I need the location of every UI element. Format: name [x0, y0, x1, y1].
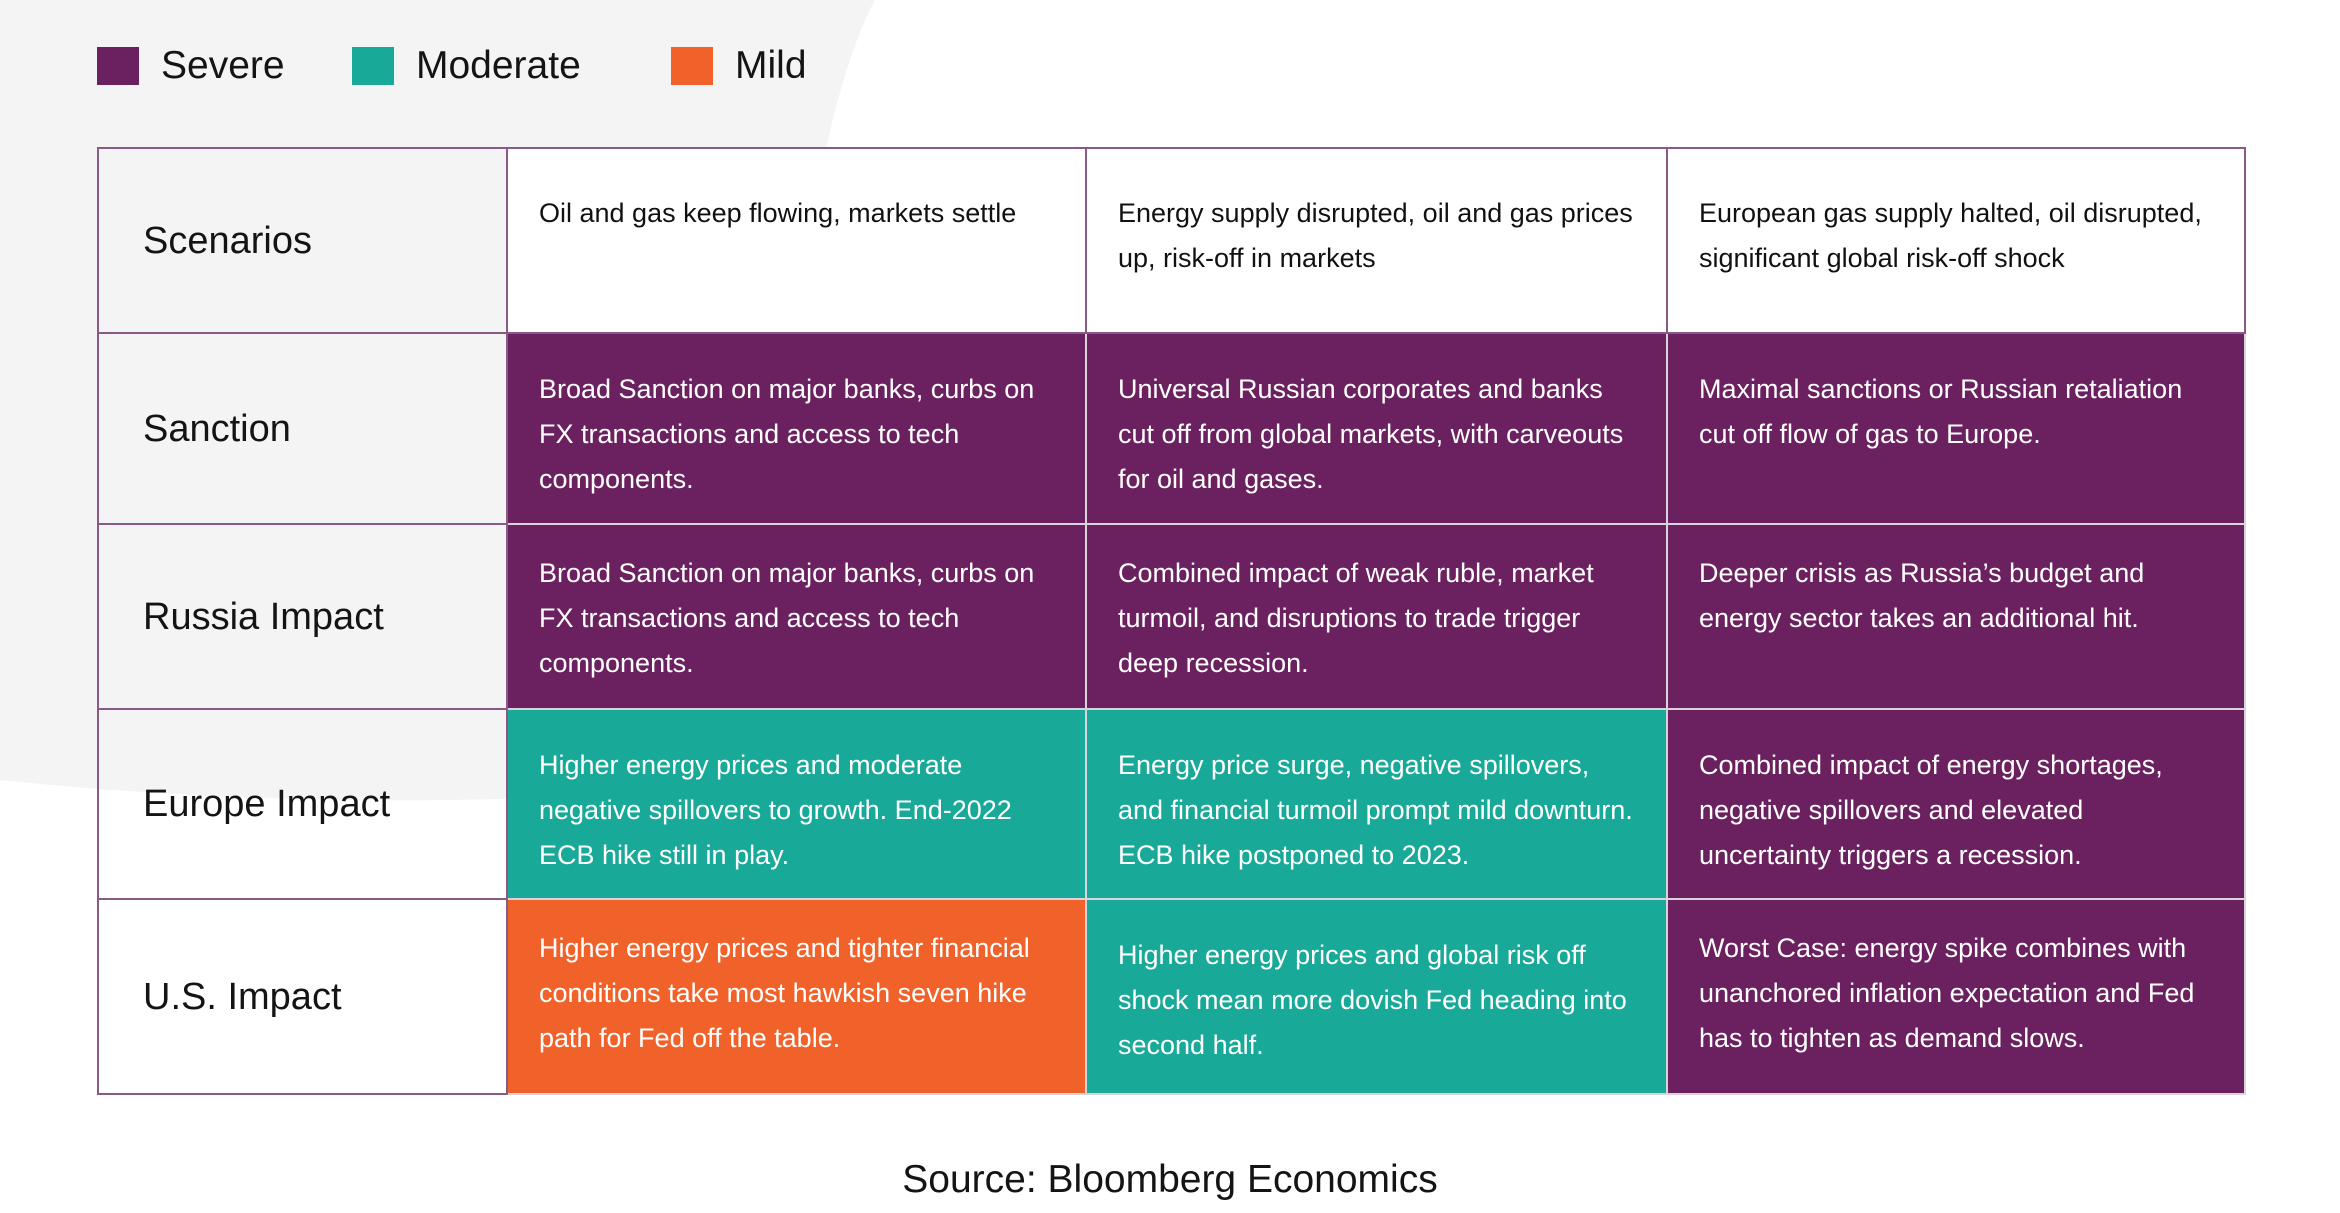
header-scenarios-label: Scenarios: [97, 147, 508, 334]
scenario-table: Scenarios Oil and gas keep flowing, mark…: [97, 147, 2246, 1095]
row-label-sanction: Sanction: [97, 334, 508, 525]
legend-item-mild: Mild: [671, 38, 807, 94]
sanction-cell-2: Universal Russian corporates and banks c…: [1087, 334, 1668, 525]
russia-impact-cell-2: Combined impact of weak ruble, market tu…: [1087, 525, 1668, 710]
source-note: Source: Bloomberg Economics: [902, 1158, 1438, 1201]
europe-impact-cell-2: Energy price surge, negative spillovers,…: [1087, 710, 1668, 900]
legend-label-severe: Severe: [161, 44, 285, 87]
legend-item-moderate: Moderate: [352, 38, 581, 94]
header-scenario-2: Energy supply disrupted, oil and gas pri…: [1087, 147, 1668, 334]
russia-impact-cell-3: Deeper crisis as Russia’s budget and ene…: [1668, 525, 2246, 710]
russia-impact-cell-1: Broad Sanction on major banks, curbs on …: [508, 525, 1087, 710]
legend-swatch-severe: [97, 47, 139, 85]
us-impact-cell-2: Higher energy prices and global risk off…: [1087, 900, 1668, 1095]
legend-swatch-moderate: [352, 47, 394, 85]
row-label-us-impact: U.S. Impact: [97, 900, 508, 1095]
sanction-cell-1: Broad Sanction on major banks, curbs on …: [508, 334, 1087, 525]
us-impact-cell-1: Higher energy prices and tighter financi…: [508, 900, 1087, 1095]
europe-impact-cell-3: Combined impact of energy shortages, neg…: [1668, 710, 2246, 900]
legend-label-mild: Mild: [735, 44, 807, 87]
legend-label-moderate: Moderate: [416, 44, 581, 87]
row-label-europe-impact: Europe Impact: [97, 710, 508, 900]
europe-impact-cell-1: Higher energy prices and moderate negati…: [508, 710, 1087, 900]
us-impact-cell-3: Worst Case: energy spike combines with u…: [1668, 900, 2246, 1095]
sanction-cell-3: Maximal sanctions or Russian retaliation…: [1668, 334, 2246, 525]
header-scenario-1: Oil and gas keep flowing, markets settle: [508, 147, 1087, 334]
legend: Severe Moderate Mild: [97, 38, 897, 94]
legend-swatch-mild: [671, 47, 713, 85]
legend-item-severe: Severe: [97, 38, 285, 94]
header-scenario-3: European gas supply halted, oil disrupte…: [1668, 147, 2246, 334]
row-label-russia-impact: Russia Impact: [97, 525, 508, 710]
